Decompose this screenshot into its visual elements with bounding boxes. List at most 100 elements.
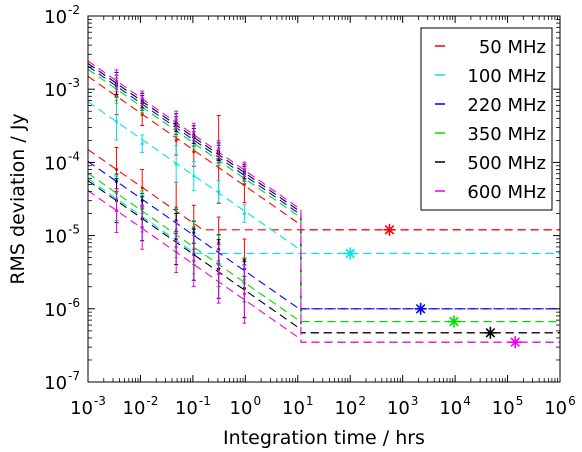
- star-marker: [383, 223, 396, 236]
- upper-data-point: [191, 160, 196, 192]
- data-point: [192, 130, 196, 134]
- tick-label-base: 10: [44, 227, 67, 248]
- star-marker: [509, 336, 522, 349]
- x-tick-label: 10 3: [387, 394, 419, 419]
- tick-label-exponent: 5: [516, 394, 524, 408]
- y-tick-label: 10 -6: [44, 296, 80, 321]
- tick-label-base: 10: [282, 398, 305, 419]
- star-stroke: [384, 224, 395, 235]
- star-stroke: [415, 303, 426, 314]
- x-axis-label: Integration time / hrs: [223, 427, 425, 449]
- data-point: [140, 113, 144, 117]
- tick-label-base: 10: [544, 398, 567, 419]
- legend: 50 MHz 100 MHz 220 MHz 350 MHz 500 MHz 600 MH…: [420, 27, 553, 211]
- legend-label: 600 MHz: [467, 182, 546, 203]
- plot-frame: [87, 15, 561, 383]
- tick-label-exponent: -1: [199, 394, 211, 408]
- tick-label-exponent: -2: [68, 3, 80, 17]
- lower-data-point: [140, 204, 145, 250]
- x-tick-label: 10 -3: [70, 394, 106, 419]
- legend-label: 220 MHz: [467, 95, 546, 116]
- tick-label-base: 10: [44, 80, 67, 101]
- data-point: [115, 167, 119, 171]
- legend-box: [420, 27, 553, 211]
- data-point: [115, 79, 119, 83]
- tick-label-base: 10: [387, 398, 410, 419]
- y-axis-label: RMS deviation / Jy: [7, 113, 29, 284]
- data-point: [174, 118, 178, 122]
- upper-data-point: [191, 122, 196, 142]
- x-tick-label: 10 5: [492, 394, 524, 419]
- lower-data-point: [174, 220, 179, 274]
- tick-label-exponent: -7: [68, 369, 80, 383]
- tick-label-exponent: 2: [358, 394, 366, 408]
- tick-label-exponent: 4: [463, 394, 471, 408]
- data-point: [115, 209, 119, 213]
- upper-data-point: [242, 161, 247, 178]
- axis-tick-labels: 10 -3 10 -2 10 -1 10 0 10 1 10 2 10 3 10 4 10 5 10 610 -210-…: [44, 3, 576, 419]
- tick-label-exponent: 0: [253, 394, 261, 408]
- upper-data-point: [140, 134, 145, 153]
- x-tick-label: 10 1: [282, 394, 314, 419]
- data-point: [192, 174, 196, 178]
- data-point: [242, 212, 246, 216]
- data-point: [140, 96, 144, 100]
- upper-data-point: [174, 110, 179, 130]
- lower-data-point: [216, 244, 221, 304]
- star-marker: [344, 247, 357, 260]
- tick-label-exponent: -2: [146, 394, 158, 408]
- upper-data-point: [140, 90, 145, 107]
- tick-label-base: 10: [175, 398, 198, 419]
- star-stroke: [345, 248, 356, 259]
- upper-data-point: [242, 204, 247, 223]
- legend-label: 350 MHz: [467, 124, 546, 145]
- tick-label-exponent: 1: [306, 394, 314, 408]
- y-tick-label: 10 -7: [44, 369, 80, 394]
- upper-data-point: [216, 180, 221, 204]
- tick-label-base: 10: [44, 7, 67, 28]
- tick-label-exponent: -3: [68, 76, 80, 90]
- x-tick-label: 10 0: [230, 394, 262, 419]
- y-tick-label: 10 -2: [44, 3, 80, 28]
- tick-label-base: 10: [230, 398, 253, 419]
- data-curves: [88, 60, 560, 343]
- data-point: [242, 167, 246, 171]
- star-stroke: [449, 316, 459, 327]
- data-point: [192, 259, 196, 263]
- lower-data-point: [242, 264, 247, 324]
- data-point: [217, 148, 221, 152]
- data-point: [242, 292, 246, 296]
- star-marker: [447, 315, 460, 328]
- tick-label-base: 10: [44, 373, 67, 394]
- tick-label-base: 10: [334, 398, 357, 419]
- data-point: [217, 190, 221, 194]
- y-tick-label: 10 -4: [44, 149, 80, 174]
- tick-label-exponent: -3: [94, 394, 106, 408]
- upper-data-point: [216, 140, 221, 159]
- data-point: [140, 186, 144, 190]
- tick-label-exponent: -6: [68, 296, 80, 310]
- tick-label-base: 10: [44, 153, 67, 174]
- data-point: [115, 120, 119, 124]
- dashed-lower-line: [88, 149, 560, 231]
- tick-label-exponent: -4: [68, 149, 80, 163]
- y-tick-label: 10 -3: [44, 76, 80, 101]
- dashed-lower-line: [88, 190, 560, 343]
- tick-label-base: 10: [44, 300, 67, 321]
- dashed-lower-line: [88, 178, 560, 255]
- axis-ticks: [87, 15, 561, 383]
- data-point: [174, 245, 178, 249]
- upper-data-point: [114, 102, 119, 141]
- star-stroke: [485, 327, 496, 338]
- star-marker: [414, 302, 427, 315]
- lower-data-point: [191, 234, 196, 288]
- lower-data-point: [114, 188, 119, 233]
- tick-label-base: 10: [70, 398, 93, 419]
- upper-data-point: [114, 69, 119, 93]
- data-points: [114, 69, 522, 349]
- data-point: [192, 150, 196, 154]
- star-stroke: [510, 337, 521, 347]
- x-tick-label: 10 -1: [175, 394, 211, 419]
- x-tick-label: 10 6: [544, 394, 576, 419]
